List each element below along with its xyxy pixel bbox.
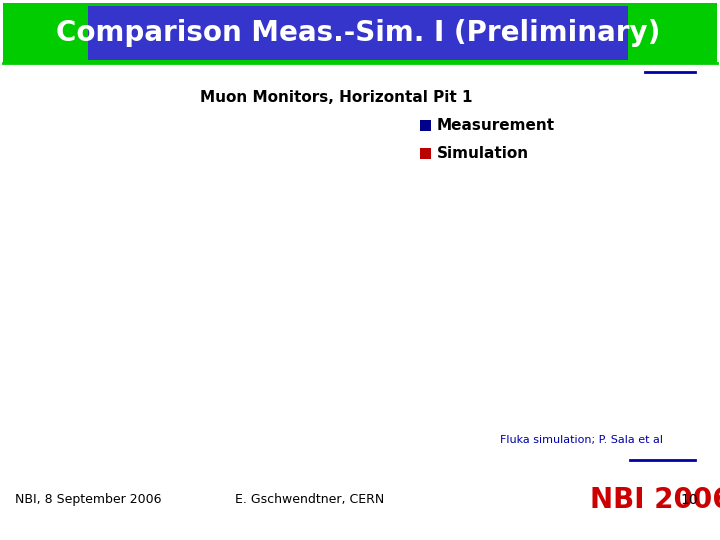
Bar [3,3,717,63]
Text: E. Gschwendtner, CERN: E. Gschwendtner, CERN [235,494,384,507]
Text: Comparison Meas.-Sim. I (Preliminary): Comparison Meas.-Sim. I (Preliminary) [56,19,660,47]
Bar [420,120,431,131]
Text: NBI 2006: NBI 2006 [590,486,720,514]
Bar [420,148,431,159]
Text: Measurement: Measurement [437,118,555,133]
Text: 10: 10 [680,493,698,507]
Text: NBI, 8 September 2006: NBI, 8 September 2006 [15,494,161,507]
Text: Muon Monitors, Horizontal Pit 1: Muon Monitors, Horizontal Pit 1 [200,90,472,105]
Text: Simulation: Simulation [437,146,529,161]
Text: Fluka simulation; P. Sala et al: Fluka simulation; P. Sala et al [500,435,663,445]
Bar [88,6,628,60]
